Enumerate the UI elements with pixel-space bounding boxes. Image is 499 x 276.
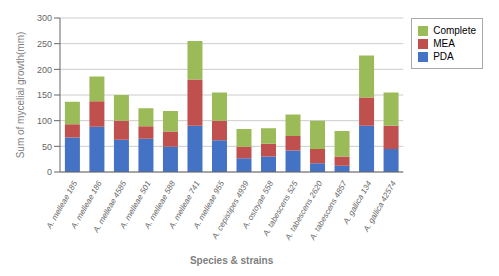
svg-text:A. melleae 4585: A. melleae 4585	[91, 179, 129, 235]
svg-text:A. gallica 42574: A. gallica 42574	[361, 179, 398, 234]
svg-text:200: 200	[37, 65, 52, 75]
svg-text:A. melleae 588: A. melleae 588	[142, 179, 178, 231]
svg-text:300: 300	[37, 13, 52, 23]
svg-text:A. melleae 501: A. melleae 501	[118, 179, 153, 231]
html-text:MEA: MEA	[433, 38, 455, 49]
svg-text:100: 100	[37, 116, 52, 126]
svg-text:A. ostoyae 558: A. ostoyae 558	[240, 179, 276, 231]
svg-text:Species & strains: Species & strains	[190, 255, 274, 266]
svg-text:A. tabescens 2620: A. tabescens 2620	[283, 179, 325, 242]
svg-text:Sum of mycelial growth(mm): Sum of mycelial growth(mm)	[15, 32, 26, 159]
svg-text:150: 150	[37, 90, 52, 100]
svg-text:A. tabescens 4857: A. tabescens 4857	[307, 179, 349, 242]
svg-text:0: 0	[47, 167, 52, 177]
svg-text:A. gallica 134: A. gallica 134	[341, 179, 374, 226]
svg-text:50: 50	[42, 142, 52, 152]
svg-text:A. melleae 955: A. melleae 955	[191, 179, 227, 231]
html-text:Complete: Complete	[433, 25, 476, 36]
svg-text:A. cepistipes 4939: A. cepistipes 4939	[210, 179, 251, 241]
svg-text:A. melleae 186: A. melleae 186	[69, 179, 104, 231]
svg-text:A. melleae 741: A. melleae 741	[167, 179, 202, 231]
svg-text:250: 250	[37, 39, 52, 49]
svg-text:A. tabescens 525: A. tabescens 525	[261, 179, 300, 238]
html-text:PDA: PDA	[433, 51, 454, 62]
svg-text:A. melleae 185: A. melleae 185	[44, 179, 80, 231]
